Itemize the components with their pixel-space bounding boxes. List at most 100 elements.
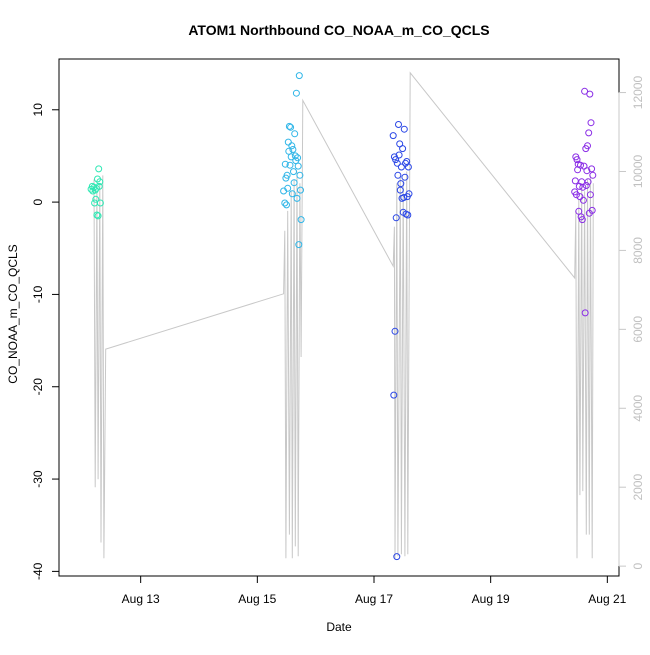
data-point-flight-3 bbox=[401, 173, 409, 181]
data-point-flight-4 bbox=[586, 191, 594, 199]
data-point-flight-1 bbox=[95, 182, 103, 190]
data-point-flight-2 bbox=[293, 194, 301, 202]
y-axis-label: CO_NOAA_m_CO_QCLS bbox=[6, 244, 20, 383]
data-point-flight-4 bbox=[576, 193, 584, 201]
data-point-flight-4 bbox=[579, 183, 587, 191]
data-point-flight-3 bbox=[391, 327, 399, 335]
data-point-flight-4 bbox=[588, 165, 596, 173]
x-tick-label: Aug 13 bbox=[122, 592, 160, 606]
data-point-flight-4 bbox=[571, 177, 579, 185]
data-point-flight-3 bbox=[400, 194, 408, 201]
data-point-flight-3 bbox=[389, 132, 397, 140]
y-tick-label: -20 bbox=[31, 378, 45, 396]
data-point-flight-4 bbox=[589, 171, 597, 179]
x-axis-label: Date bbox=[326, 620, 352, 634]
data-point-flight-4 bbox=[581, 87, 589, 95]
data-point-flight-2 bbox=[284, 184, 292, 192]
data-point-flight-3 bbox=[393, 553, 401, 561]
data-point-flight-3 bbox=[397, 163, 405, 171]
data-point-flight-2 bbox=[288, 142, 296, 150]
data-point-flight-2 bbox=[288, 190, 296, 198]
data-point-flight-2 bbox=[290, 168, 297, 176]
data-point-flight-4 bbox=[582, 182, 590, 189]
y2-tick-label: 4000 bbox=[631, 395, 645, 422]
x-tick-label: Aug 15 bbox=[238, 592, 276, 606]
y2-tick-label: 12000 bbox=[631, 76, 645, 110]
data-point-flight-4 bbox=[587, 119, 595, 127]
data-point-flight-1 bbox=[94, 212, 102, 220]
data-point-flight-1 bbox=[95, 165, 103, 173]
data-point-flight-2 bbox=[295, 241, 303, 249]
data-point-flight-3 bbox=[393, 159, 401, 167]
data-point-flight-1 bbox=[92, 195, 100, 203]
data-point-flight-3 bbox=[404, 163, 412, 171]
y-tick-label: 0 bbox=[31, 198, 45, 205]
data-point-flight-4 bbox=[573, 156, 581, 164]
data-point-flight-3 bbox=[395, 151, 403, 159]
data-point-flight-2 bbox=[291, 130, 299, 138]
data-point-flight-4 bbox=[578, 216, 586, 224]
data-point-flight-2 bbox=[286, 161, 294, 169]
y2-tick-label: 6000 bbox=[631, 316, 645, 343]
data-point-flight-2 bbox=[296, 171, 304, 179]
y2-tick-label: 0 bbox=[631, 562, 645, 569]
data-point-flight-2 bbox=[284, 138, 292, 146]
data-point-flight-3 bbox=[392, 214, 400, 222]
altitude-line bbox=[93, 71, 594, 559]
data-point-flight-2 bbox=[289, 146, 297, 153]
data-point-flight-4 bbox=[584, 142, 591, 150]
data-point-flight-2 bbox=[291, 152, 299, 160]
data-point-flight-2 bbox=[294, 154, 302, 162]
data-point-flight-3 bbox=[404, 211, 412, 219]
data-point-flight-4 bbox=[584, 178, 592, 186]
data-point-flight-4 bbox=[585, 129, 593, 137]
data-point-flight-3 bbox=[395, 121, 402, 128]
x-tick-label: Aug 17 bbox=[355, 592, 393, 606]
chart-title: ATOM1 Northbound CO_NOAA_m_CO_QCLS bbox=[188, 22, 489, 38]
data-point-flight-4 bbox=[588, 206, 596, 214]
data-point-flight-4 bbox=[577, 161, 584, 169]
data-point-flight-2 bbox=[295, 72, 303, 80]
data-point-flight-2 bbox=[287, 153, 295, 161]
plot-area: Aug 13 Aug 15 Aug 17 Aug 19 Aug 21 10 0 -10 -20 -… bbox=[31, 58, 645, 606]
x-tick-label: Aug 21 bbox=[588, 592, 626, 606]
data-point-flight-4 bbox=[586, 90, 594, 98]
data-point-flight-3 bbox=[394, 171, 402, 179]
data-point-flight-2 bbox=[283, 201, 290, 209]
data-point-flight-2 bbox=[283, 171, 291, 179]
data-point-flight-2 bbox=[281, 199, 289, 207]
data-point-flight-1 bbox=[91, 186, 99, 194]
data-point-flight-2 bbox=[281, 160, 289, 168]
data-point-flight-2 bbox=[287, 123, 295, 131]
data-point-flight-3 bbox=[397, 180, 405, 188]
y-tick-label: 10 bbox=[31, 103, 45, 117]
data-point-flight-3 bbox=[390, 391, 398, 399]
data-point-flight-1 bbox=[96, 199, 104, 207]
data-point-flight-4 bbox=[572, 191, 580, 199]
y2-tick-label: 8000 bbox=[631, 237, 645, 264]
data-point-flight-2 bbox=[290, 179, 298, 187]
data-point-flight-1 bbox=[93, 211, 101, 219]
data-point-flight-2 bbox=[297, 186, 304, 194]
data-point-flight-4 bbox=[583, 167, 591, 175]
data-point-flight-3 bbox=[405, 190, 413, 198]
data-point-flight-4 bbox=[581, 309, 589, 317]
x-tick-label: Aug 19 bbox=[472, 592, 510, 606]
data-point-flight-4 bbox=[579, 196, 587, 204]
data-point-flight-1 bbox=[96, 178, 104, 186]
data-point-flight-3 bbox=[392, 156, 400, 164]
y2-tick-label: 2000 bbox=[631, 474, 645, 501]
y2-tick-label: 10000 bbox=[631, 154, 645, 188]
data-point-flight-2 bbox=[297, 216, 305, 224]
data-point-flight-2 bbox=[285, 147, 293, 155]
y-tick-label: -30 bbox=[31, 470, 45, 488]
y-tick-label: -40 bbox=[31, 562, 45, 580]
y-tick-label: -10 bbox=[31, 285, 45, 303]
data-point-flight-3 bbox=[399, 145, 407, 153]
data-point-flight-3 bbox=[396, 186, 404, 194]
data-point-flight-2 bbox=[292, 89, 300, 97]
data-point-flight-2 bbox=[285, 122, 293, 130]
data-point-flight-3 bbox=[400, 125, 408, 133]
